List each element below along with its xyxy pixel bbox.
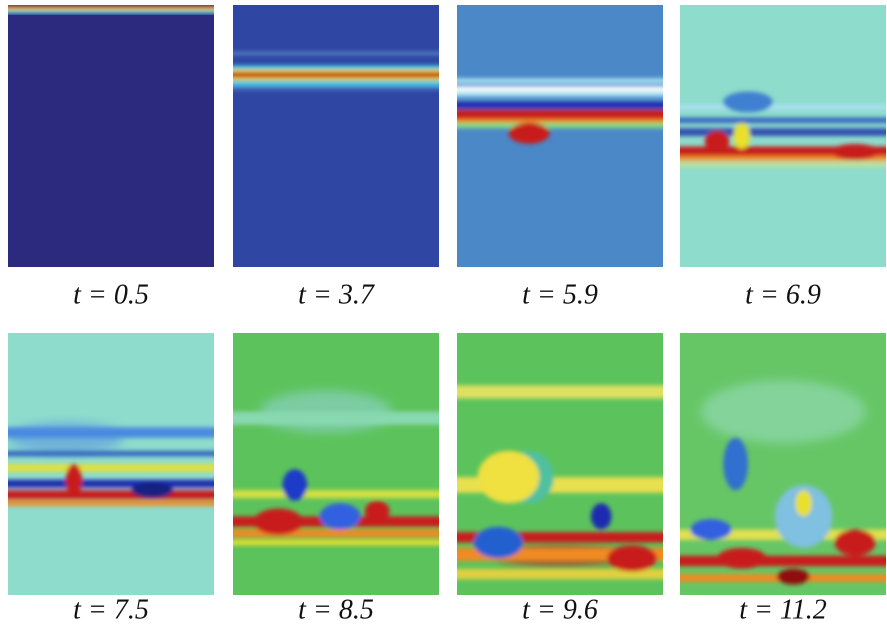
wave-band [223,86,449,90]
wave-front [701,380,866,443]
wave-band [447,110,673,119]
wave-band [223,81,449,86]
wave-blob [717,548,766,569]
wave-blob [320,503,361,529]
field-panel [447,5,673,267]
wave-band [223,78,449,81]
wave-blob [132,482,173,498]
wave-band [223,72,449,77]
wave-blob [365,501,390,522]
panel-caption: t = 6.9 [745,279,821,310]
field-panel [0,5,224,267]
wave-blob [254,509,303,535]
panel-caption: t = 7.5 [73,594,149,625]
wave-band [670,161,887,168]
wave-blob [835,530,876,556]
wave-band [0,5,224,8]
field-bands [0,5,224,14]
field-background [233,5,439,267]
panel-caption: t = 9.6 [522,594,598,625]
wave-blob [830,144,879,160]
wave-band [670,118,887,123]
wave-blob [282,469,307,500]
wave-blob [591,503,612,529]
wave-band [0,490,224,499]
wave-band [447,102,673,109]
field-panel [223,5,449,267]
wave-band [223,412,449,425]
wave-band [223,490,449,498]
panel-caption: t = 0.5 [73,279,149,310]
wave-blob [478,451,540,503]
wave-band [670,128,887,136]
wave-band [447,78,673,83]
wave-band [0,11,224,14]
wave-band [447,385,673,398]
page: t = 0.5 t = 3.7 t = 5.9 t = 6.9 t = 7.5 t = 8… [0,0,887,631]
wave-blob [705,131,730,152]
field-background [457,5,663,267]
wave-band [0,427,224,437]
wave-band [670,556,887,566]
wave-blob [723,438,748,490]
wave-blob [734,123,750,149]
wave-band [223,52,449,55]
panel-caption: t = 8.5 [298,594,374,625]
field-background [233,333,439,595]
wave-band [447,119,673,123]
field-panel [670,5,887,267]
field-panel [223,333,449,595]
wave-band [0,501,224,506]
wave-band [223,69,449,72]
wave-blob [607,545,656,571]
figure: t = 0.5 t = 3.7 t = 5.9 t = 6.9 t = 7.5 t = 8… [0,0,887,631]
wave-band [223,540,449,545]
wave-blob [690,519,731,540]
wave-blob [473,527,522,558]
wave-blob [66,464,82,495]
wave-blob [508,123,549,144]
field-panel [670,333,887,595]
wave-band [0,451,224,456]
field-panel [0,333,224,595]
field-background [8,5,214,267]
wave-band [447,91,673,96]
wave-band [447,86,673,91]
wave-band [223,65,449,69]
panel-caption: t = 3.7 [298,279,375,310]
wave-blob [777,569,810,585]
wave-band [0,480,224,488]
field-blobs [701,380,866,443]
wave-band [0,8,224,11]
wave-band [0,464,224,472]
wave-band [670,105,887,110]
field-panel [447,333,673,595]
wave-blob [723,91,772,112]
wave-blob [795,490,811,516]
wave-band [447,123,673,128]
panel-caption: t = 11.2 [739,594,827,625]
panel-caption: t = 5.9 [522,279,598,310]
wave-band [223,530,449,538]
